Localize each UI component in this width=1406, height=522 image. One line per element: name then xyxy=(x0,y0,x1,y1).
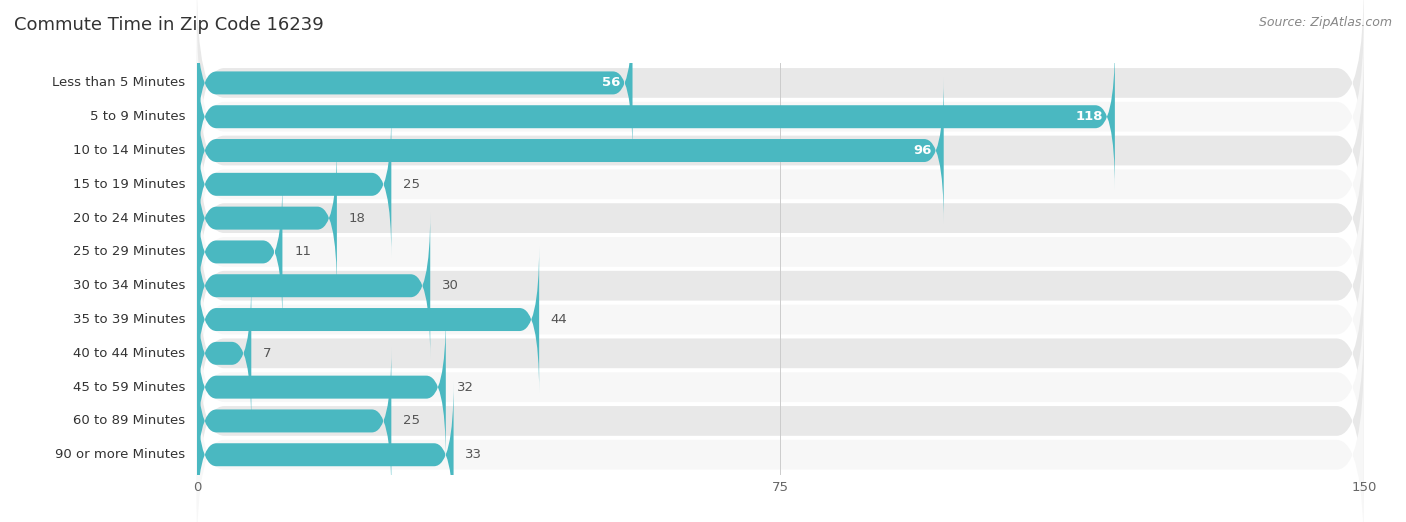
Text: 20 to 24 Minutes: 20 to 24 Minutes xyxy=(73,211,186,224)
Text: 30: 30 xyxy=(441,279,458,292)
FancyBboxPatch shape xyxy=(197,115,1364,322)
FancyBboxPatch shape xyxy=(197,382,454,522)
FancyBboxPatch shape xyxy=(197,317,1364,522)
Text: 118: 118 xyxy=(1076,110,1104,123)
Text: 60 to 89 Minutes: 60 to 89 Minutes xyxy=(73,414,186,428)
Text: 18: 18 xyxy=(349,211,366,224)
FancyBboxPatch shape xyxy=(197,179,283,325)
Text: Commute Time in Zip Code 16239: Commute Time in Zip Code 16239 xyxy=(14,16,323,33)
Text: 25: 25 xyxy=(404,414,420,428)
FancyBboxPatch shape xyxy=(197,0,1364,186)
FancyBboxPatch shape xyxy=(197,250,1364,457)
FancyBboxPatch shape xyxy=(197,246,538,393)
Text: 32: 32 xyxy=(457,381,474,394)
FancyBboxPatch shape xyxy=(197,47,1364,254)
Text: 90 or more Minutes: 90 or more Minutes xyxy=(55,448,186,461)
FancyBboxPatch shape xyxy=(197,44,1115,189)
FancyBboxPatch shape xyxy=(197,314,446,460)
Text: 35 to 39 Minutes: 35 to 39 Minutes xyxy=(73,313,186,326)
Text: 56: 56 xyxy=(602,76,621,89)
FancyBboxPatch shape xyxy=(197,81,1364,288)
FancyBboxPatch shape xyxy=(197,280,252,426)
FancyBboxPatch shape xyxy=(197,111,391,257)
Text: 30 to 34 Minutes: 30 to 34 Minutes xyxy=(73,279,186,292)
Text: 10 to 14 Minutes: 10 to 14 Minutes xyxy=(73,144,186,157)
FancyBboxPatch shape xyxy=(197,348,391,494)
FancyBboxPatch shape xyxy=(197,148,1364,355)
Text: 25 to 29 Minutes: 25 to 29 Minutes xyxy=(73,245,186,258)
FancyBboxPatch shape xyxy=(197,283,1364,491)
Text: 44: 44 xyxy=(551,313,568,326)
Text: Source: ZipAtlas.com: Source: ZipAtlas.com xyxy=(1258,16,1392,29)
FancyBboxPatch shape xyxy=(197,216,1364,423)
Text: Less than 5 Minutes: Less than 5 Minutes xyxy=(52,76,186,89)
Text: 40 to 44 Minutes: 40 to 44 Minutes xyxy=(73,347,186,360)
Text: 25: 25 xyxy=(404,178,420,191)
Text: 5 to 9 Minutes: 5 to 9 Minutes xyxy=(90,110,186,123)
Text: 96: 96 xyxy=(914,144,932,157)
Text: 15 to 19 Minutes: 15 to 19 Minutes xyxy=(73,178,186,191)
FancyBboxPatch shape xyxy=(197,10,633,156)
Text: 33: 33 xyxy=(465,448,482,461)
FancyBboxPatch shape xyxy=(197,77,943,223)
FancyBboxPatch shape xyxy=(197,145,337,291)
FancyBboxPatch shape xyxy=(197,351,1364,522)
FancyBboxPatch shape xyxy=(197,213,430,359)
Text: 45 to 59 Minutes: 45 to 59 Minutes xyxy=(73,381,186,394)
Text: 11: 11 xyxy=(294,245,311,258)
FancyBboxPatch shape xyxy=(197,182,1364,389)
FancyBboxPatch shape xyxy=(197,13,1364,220)
Text: 7: 7 xyxy=(263,347,271,360)
